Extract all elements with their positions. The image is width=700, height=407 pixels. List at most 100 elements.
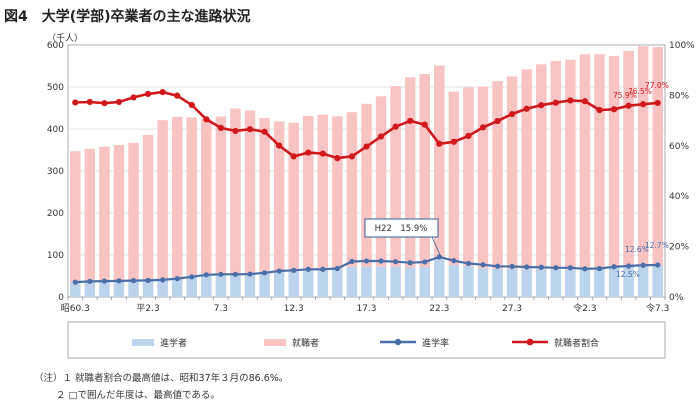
bar-shushokusha	[259, 118, 270, 274]
bar-shushokusha	[375, 96, 387, 267]
point-shushokuwariai	[101, 100, 108, 107]
point-shushokuwariai	[567, 97, 574, 104]
point-shushokuwariai	[174, 92, 181, 99]
point-shushokuwariai	[509, 110, 516, 118]
lines	[72, 89, 661, 285]
point-shingakuritsu	[363, 258, 370, 264]
point-shingakuritsu	[596, 265, 603, 272]
note-2: ２ □で囲んだ年度は、最高値である。	[56, 390, 220, 401]
bar-shingakusha	[419, 267, 430, 297]
bar-shingakusha	[550, 269, 562, 297]
point-shingakuritsu	[422, 259, 428, 265]
bar-shushokusha	[346, 112, 358, 267]
point-shushokuwariai	[72, 99, 79, 106]
bar-shushokusha	[157, 120, 168, 279]
bar-shushokusha	[652, 47, 663, 266]
x-axis: 昭60.3 平2.3 7.3 12.3 17.3 22.3 27.3 令2.3 令7.3	[61, 297, 669, 314]
bar-shingakusha	[84, 281, 96, 297]
point-shingakuritsu	[611, 264, 617, 270]
point-shingakuritsu	[247, 271, 253, 277]
point-shushokuwariai	[625, 102, 632, 109]
point-shushokuwariai	[203, 116, 210, 123]
bar-shingakusha	[186, 275, 198, 297]
rate-label-2025a: 12.6%	[625, 245, 649, 254]
bar-shingakusha	[535, 269, 547, 297]
bar-shingakusha	[244, 274, 256, 297]
emp-label-2025a: 76.5%	[628, 87, 652, 96]
right-tick-label: 80%	[669, 91, 689, 101]
point-shushokuwariai	[450, 138, 457, 145]
point-shushokuwariai	[377, 133, 385, 140]
bar-shushokusha	[550, 60, 562, 270]
bar-shingakusha	[477, 268, 489, 297]
point-shingakuritsu	[509, 263, 515, 270]
bar-shushokusha	[419, 73, 430, 268]
bar-shingakusha	[259, 273, 270, 297]
bar-shushokusha	[579, 54, 591, 270]
point-shingakuritsu	[451, 258, 457, 264]
x-tick-label: 平2.3	[136, 303, 159, 314]
bar-shingakusha	[390, 266, 401, 297]
bar-shushokusha	[463, 87, 474, 266]
bar-shingakusha	[623, 266, 634, 297]
bar-shushokusha	[506, 76, 518, 269]
legend-swatch-shingakusha	[132, 339, 154, 346]
left-tick-label: 500	[47, 83, 64, 93]
point-shingakuritsu	[203, 272, 209, 278]
bar-shushokusha	[390, 86, 401, 267]
rate-label-2025b: 12.7%	[645, 241, 669, 250]
bar-shingakusha	[375, 266, 387, 297]
bar-shushokusha	[201, 118, 212, 274]
point-shingakuritsu	[174, 276, 180, 282]
bar-shushokusha	[244, 110, 256, 275]
bar-shingakusha	[215, 273, 227, 297]
point-shushokuwariai	[465, 132, 472, 140]
bar-shingakusha	[332, 269, 343, 297]
point-shushokuwariai	[115, 98, 123, 106]
point-shushokuwariai	[479, 124, 487, 131]
bar-shushokusha	[594, 54, 605, 269]
left-tick-label: 100	[47, 251, 64, 261]
point-shingakuritsu	[232, 271, 239, 277]
point-shingakuritsu	[276, 268, 282, 274]
bar-shingakusha	[99, 281, 110, 297]
point-shushokuwariai	[232, 127, 239, 135]
bar-shushokusha	[535, 64, 547, 270]
point-shingakuritsu	[145, 277, 151, 283]
point-shingakuritsu	[72, 279, 78, 285]
point-shingakuritsu	[582, 266, 588, 272]
point-shingakuritsu	[116, 278, 122, 284]
bar-shushokusha	[623, 50, 634, 267]
bar-shingakusha	[521, 269, 532, 297]
point-shingakuritsu	[465, 260, 472, 267]
bar-shingakusha	[171, 277, 183, 297]
x-tick-label: 昭60.3	[61, 303, 90, 314]
point-shingakuritsu	[407, 260, 413, 266]
point-shushokuwariai	[305, 149, 312, 156]
emp-label-2025b: 77.0%	[645, 81, 669, 90]
point-shingakuritsu	[87, 278, 93, 284]
point-shushokuwariai	[334, 155, 341, 162]
bar-shushokusha	[332, 116, 343, 270]
point-shingakuritsu	[625, 263, 632, 269]
point-shingakuritsu	[553, 265, 559, 271]
legend-item-shingakuritsu: 進学率	[380, 337, 449, 349]
bar-shushokusha	[317, 114, 329, 271]
bar-shushokusha	[434, 65, 445, 260]
bar-shingakusha	[594, 268, 605, 297]
bar-shushokusha	[521, 69, 532, 270]
left-tick-label: 0	[58, 293, 64, 303]
point-shingakuritsu	[320, 266, 326, 272]
right-axis: 0% 20% 40% 60% 80% 100%	[669, 41, 695, 303]
point-shingakuritsu	[538, 264, 544, 270]
point-shingakuritsu	[524, 264, 530, 270]
bar-shushokusha	[288, 122, 299, 271]
point-shushokuwariai	[436, 140, 443, 147]
bar-shushokusha	[171, 116, 183, 278]
point-shushokuwariai	[144, 90, 152, 97]
rate-label-2024: 12.5%	[616, 270, 640, 279]
highlight-pointer	[431, 236, 442, 258]
emp-label-2024: 75.9%	[613, 91, 637, 100]
bar-shushokusha	[215, 116, 227, 274]
point-shushokuwariai	[363, 143, 370, 150]
